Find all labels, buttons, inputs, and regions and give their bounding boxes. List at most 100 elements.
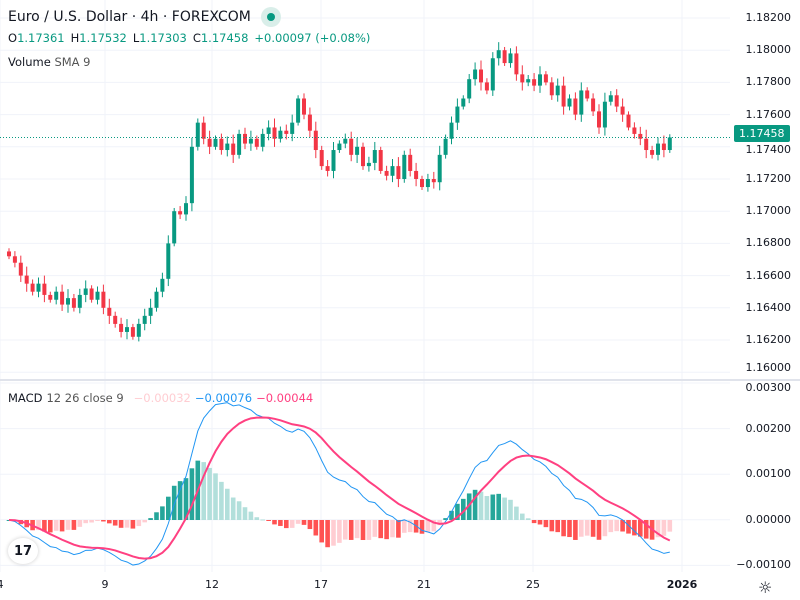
candle-body — [561, 85, 566, 107]
candle-body — [479, 69, 483, 83]
symbol-title[interactable]: Euro / U.S. Dollar · 4h · FOREXCOM — [8, 9, 251, 25]
signal-line — [8, 416, 671, 560]
price-axis-label: 1.16200 — [745, 333, 792, 346]
volume-legend[interactable]: Volume SMA 9 — [8, 55, 91, 69]
macd-histogram-bar — [160, 506, 165, 520]
candle-body — [502, 50, 507, 64]
macd-histogram-bar — [242, 507, 248, 520]
macd-histogram-bar — [272, 520, 277, 525]
macd-histogram-bar — [107, 520, 112, 524]
candle-body — [355, 146, 360, 155]
macd-histogram-bar — [431, 520, 437, 532]
candle-body — [384, 170, 389, 176]
macd-histogram-bar — [661, 520, 667, 536]
macd-histogram-bar — [626, 520, 631, 534]
macd-histogram-bar — [83, 520, 88, 524]
price-axis-label: 1.17800 — [745, 75, 792, 89]
macd-histogram-bar — [183, 478, 189, 520]
macd-value: −0.00076 — [194, 391, 253, 405]
market-status-icon[interactable] — [260, 7, 281, 27]
candle-body — [514, 53, 519, 75]
candle-body — [12, 256, 17, 263]
price-axis-label: 1.17600 — [745, 107, 792, 121]
candle-body — [237, 133, 242, 155]
macd-histogram-bar — [301, 520, 307, 525]
macd-histogram-bar — [254, 517, 260, 520]
candle-body — [207, 138, 212, 147]
candle-body — [508, 53, 513, 64]
macd-histogram-bar — [124, 520, 130, 528]
macd-histogram-bar — [579, 520, 584, 537]
price-axis-label: 1.18200 — [745, 11, 792, 24]
macd-histogram-bar — [455, 503, 460, 520]
macd-histogram-bar — [555, 520, 560, 533]
macd-histogram-bar — [307, 520, 313, 530]
candle-body — [178, 211, 183, 215]
macd-hist-value: −0.00032 — [133, 391, 191, 405]
time-axis-label: 12 — [205, 578, 219, 591]
candle-body — [378, 150, 383, 171]
current-price-tag: 1.17458 — [734, 125, 790, 142]
time-axis-label: 17 — [314, 578, 328, 591]
macd-histogram-bar — [189, 468, 195, 520]
candle-body — [243, 133, 247, 144]
candle-body — [325, 166, 330, 171]
candle-body — [254, 138, 259, 147]
candle-body — [89, 288, 94, 300]
candle-body — [608, 95, 613, 102]
tradingview-logo[interactable]: 17 — [8, 538, 38, 564]
macd-histogram-bar — [643, 520, 649, 539]
candle-body — [543, 74, 548, 83]
candle-body — [449, 122, 454, 139]
macd-histogram-bar — [537, 520, 543, 525]
candle-body — [101, 291, 106, 308]
macd-histogram-bar — [313, 520, 319, 536]
macd-axis-label: 0.00200 — [745, 421, 792, 435]
candle-body — [414, 170, 419, 179]
macd-histogram-bar — [230, 497, 236, 520]
macd-histogram-bar — [596, 520, 602, 540]
macd-histogram-bar — [130, 520, 136, 529]
macd-histogram-bar — [402, 520, 407, 533]
macd-histogram-bar — [508, 499, 513, 520]
macd-histogram-bar — [466, 493, 472, 520]
price-axis-label: 1.17200 — [745, 172, 792, 185]
symbol-header: Euro / U.S. Dollar · 4h · FOREXCOM — [8, 7, 281, 27]
macd-histogram-bar — [207, 467, 212, 520]
candle-body — [461, 98, 466, 107]
macd-legend[interactable]: MACD 12 26 close 9 −0.00032 −0.00076 −0.0… — [8, 391, 314, 405]
candle-body — [538, 74, 542, 86]
candle-body — [30, 283, 35, 292]
macd-histogram-bar — [396, 520, 401, 538]
macd-histogram-bar — [584, 520, 590, 536]
macd-histogram-bar — [348, 520, 354, 540]
macd-histogram-bar — [295, 520, 301, 524]
macd-histogram-bar — [65, 520, 71, 530]
candle-body — [656, 143, 660, 155]
candle-body — [620, 106, 625, 115]
macd-histogram-bar — [590, 520, 596, 537]
macd-histogram-bar — [201, 462, 206, 520]
candle-body — [632, 127, 637, 134]
macd-histogram-bar — [567, 520, 572, 538]
macd-histogram-bar — [354, 520, 360, 539]
settings-gear-icon[interactable]: ☼ — [758, 578, 773, 597]
macd-histogram-bar — [531, 520, 537, 524]
candle-body — [107, 307, 112, 316]
macd-histogram-bar — [366, 520, 372, 540]
macd-histogram-bar — [166, 496, 171, 520]
candle-body — [189, 146, 194, 204]
macd-histogram-bar — [236, 501, 242, 520]
macd-histogram-bar — [118, 520, 124, 528]
macd-histogram-bar — [484, 496, 490, 520]
price-axis-label: 1.16800 — [745, 236, 792, 250]
candle-body — [142, 315, 147, 324]
macd-histogram-bar — [502, 497, 507, 520]
macd-histogram-bar — [319, 520, 324, 543]
macd-histogram-bar — [53, 520, 59, 531]
candle-body — [579, 90, 584, 115]
macd-histogram-bar — [219, 481, 224, 520]
macd-histogram-bar — [561, 520, 566, 537]
candle-body — [24, 275, 29, 284]
